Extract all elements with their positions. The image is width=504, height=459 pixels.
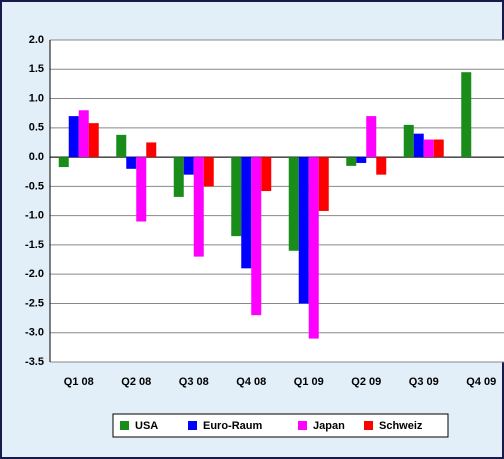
bar bbox=[403, 124, 414, 158]
legend-items: USA Euro-Raum Japan Schweiz bbox=[120, 420, 423, 432]
legend bbox=[112, 413, 449, 438]
legend-label: Euro-Raum bbox=[203, 420, 263, 432]
bar bbox=[376, 157, 387, 175]
bar bbox=[346, 157, 357, 166]
plot-area bbox=[50, 40, 504, 362]
x-tick-label: Q1 08 bbox=[64, 376, 94, 388]
y-tick-label: -0.5 bbox=[25, 180, 44, 192]
y-tick-label: 0.0 bbox=[29, 151, 44, 163]
x-tick-label: Q3 08 bbox=[179, 376, 209, 388]
bar bbox=[136, 157, 147, 222]
bar bbox=[288, 157, 299, 251]
bar bbox=[241, 157, 252, 269]
legend-swatch bbox=[298, 421, 307, 430]
bar bbox=[193, 157, 204, 257]
y-tick-label: 0.5 bbox=[29, 122, 44, 134]
legend-swatch bbox=[120, 421, 129, 430]
bar bbox=[68, 116, 79, 158]
legend-swatch bbox=[188, 421, 197, 430]
x-tick-label: Q4 08 bbox=[236, 376, 266, 388]
bar bbox=[308, 157, 319, 339]
bar bbox=[173, 157, 184, 197]
bar bbox=[318, 157, 329, 211]
y-tick-label: -1.0 bbox=[25, 210, 44, 222]
y-tick-label: -2.0 bbox=[25, 268, 44, 280]
y-tick-label: 2.0 bbox=[29, 34, 44, 46]
bar bbox=[366, 116, 377, 158]
bar bbox=[298, 157, 309, 304]
y-tick-label: -3.5 bbox=[25, 356, 44, 368]
legend-label: USA bbox=[135, 420, 158, 432]
bar bbox=[126, 157, 137, 169]
y-tick-label: 1.5 bbox=[29, 63, 44, 75]
legend-label: Schweiz bbox=[379, 420, 423, 432]
x-tick-label: Q1 09 bbox=[294, 376, 324, 388]
bar bbox=[116, 134, 127, 158]
x-tick-label: Q4 09 bbox=[466, 376, 496, 388]
x-tick-label: Q3 09 bbox=[409, 376, 439, 388]
bar bbox=[356, 157, 367, 163]
y-tick-label: -2.5 bbox=[25, 297, 44, 309]
labels: -3.5 -3.0 -2.5 -2.0 -1.5 -1.0 -0.5 0.0 0.5 1.0 1.5… bbox=[25, 34, 496, 388]
bar bbox=[423, 139, 434, 158]
x-tick-label: Q2 08 bbox=[121, 376, 151, 388]
bar bbox=[58, 157, 69, 168]
bar bbox=[231, 157, 242, 237]
bar bbox=[78, 110, 89, 158]
legend-swatch bbox=[364, 421, 373, 430]
bar bbox=[261, 157, 272, 192]
bar bbox=[461, 72, 472, 158]
bar bbox=[203, 157, 214, 187]
bar bbox=[251, 157, 262, 316]
bar bbox=[146, 142, 157, 158]
y-tick-label: 1.0 bbox=[29, 92, 44, 104]
bar bbox=[183, 157, 194, 175]
y-tick-label: -3.0 bbox=[25, 327, 44, 339]
x-tick-label: Q2 09 bbox=[351, 376, 381, 388]
bar bbox=[413, 133, 424, 158]
y-tick-label: -1.5 bbox=[25, 239, 44, 251]
bars bbox=[58, 72, 472, 339]
bar bbox=[433, 139, 444, 158]
bar bbox=[88, 123, 99, 158]
legend-label: Japan bbox=[313, 420, 345, 432]
